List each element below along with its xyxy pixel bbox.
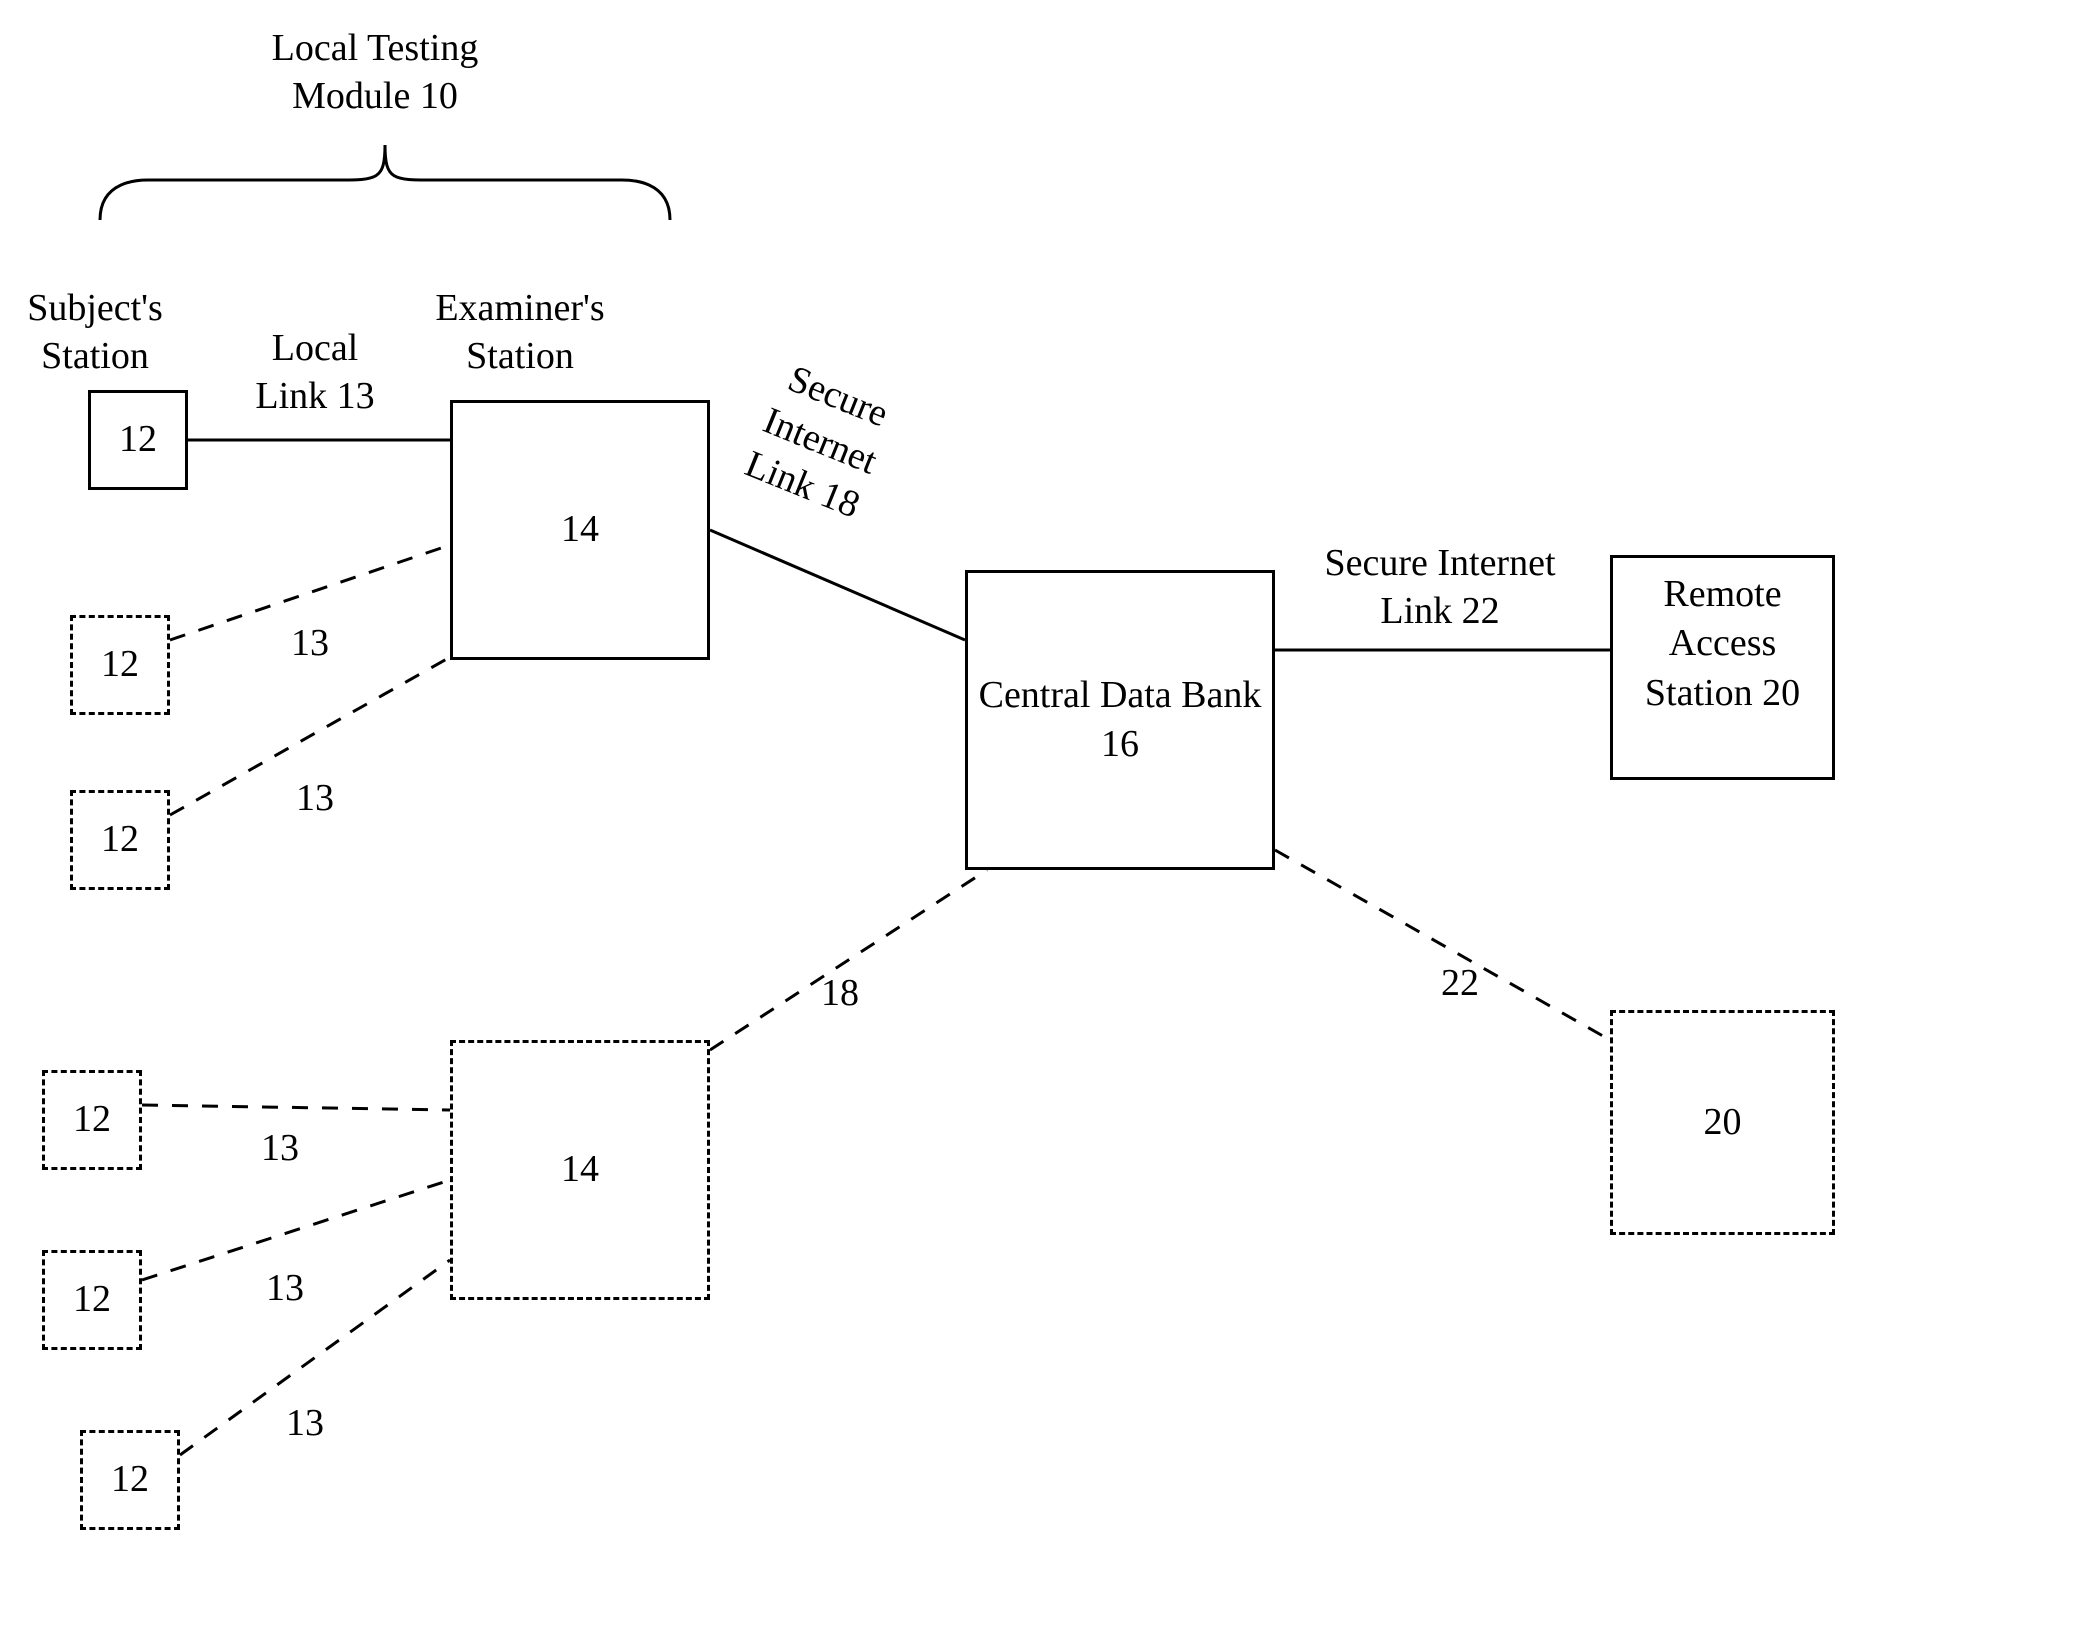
secure-link-18-label: Secure Internet Link 18 (705, 340, 935, 543)
diagram-root: Local Testing Module 10 Subject's Statio… (0, 0, 2095, 1639)
local-link-label: Local Link 13 (235, 325, 395, 420)
secure-link-22-label: Secure Internet Link 22 (1290, 540, 1590, 635)
link-13-label: 13 (275, 1400, 335, 1448)
link-13-label: 13 (250, 1125, 310, 1173)
link-13-label: 13 (255, 1265, 315, 1313)
remote-access-station-box: Remote Access Station 20 (1610, 555, 1835, 780)
examiner-station-label: Examiner's Station (405, 285, 635, 380)
subject-station-box: 12 (70, 790, 170, 890)
link-18-label: 18 (810, 970, 870, 1018)
subject-station-label: Subject's Station (10, 285, 180, 380)
central-data-bank-box: Central Data Bank 16 (965, 570, 1275, 870)
link-13-label: 13 (280, 620, 340, 668)
examiner-station-box: 14 (450, 1040, 710, 1300)
link-13-label: 13 (285, 775, 345, 823)
subject-station-box: 12 (42, 1070, 142, 1170)
remote-access-station-box: 20 (1610, 1010, 1835, 1235)
subject-station-box: 12 (70, 615, 170, 715)
subject-station-box: 12 (88, 390, 188, 490)
subject-station-box: 12 (80, 1430, 180, 1530)
examiner-station-box: 14 (450, 400, 710, 660)
module-title-label: Local Testing Module 10 (200, 25, 550, 120)
subject-station-box: 12 (42, 1250, 142, 1350)
link-22-label: 22 (1430, 960, 1490, 1008)
